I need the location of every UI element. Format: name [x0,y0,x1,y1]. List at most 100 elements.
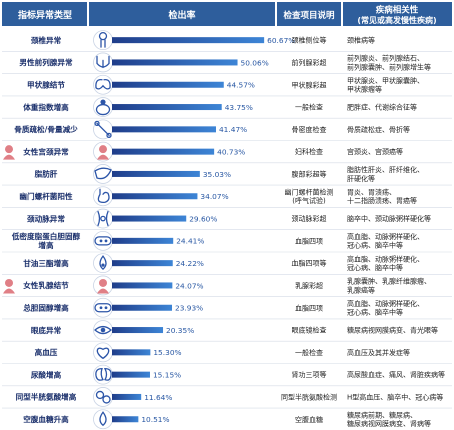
row-label: 总胆固醇增高 [23,302,69,312]
row-item: 妇科检查 [295,147,323,156]
table-row: 眼底异常 20.35% 眼底镜检查 糖尿病视网膜病变、青光眼等 [2,320,452,342]
bar-value-label: 44.57% [227,81,255,90]
vessel-icon [93,230,113,251]
table-row: 甘油三酯增高 24.22% 血脂四项等 高血脂、动脉粥样硬化、冠心病、脑卒中等 [2,253,452,275]
row-disease: 肥胖症、代谢综合征等 [347,103,417,112]
row-label: 幽门螺杆菌阳性 [19,191,73,201]
bar-value-label: 15.30% [153,348,181,357]
table-row: 低密度脂蛋白胆固醇增高 24.41% 血脂四项 高血脂、动脉粥样硬化、冠心病、脑卒中等 [2,230,452,253]
bar-value-label: 43.75% [225,103,253,112]
bar-value-label: 41.47% [219,125,247,134]
bar-value-label: 29.60% [189,214,217,223]
row-label: 同型半胱氨酸增高 [16,392,77,402]
table-row: 体重指数增高 43.75% 一般检查 肥胖症、代谢综合征等 [2,97,452,119]
eye-icon [93,320,113,340]
bar [112,37,265,44]
header-item: 检查项目说明 [283,10,335,21]
table-row: 高血压 15.30% 一般检查 高血压及其并发症等 [2,342,452,364]
row-disease: 糖尿病前期、糖尿病、糖尿病视网膜病变、肾病等 [347,410,431,428]
bar-value-label: 60.67% [267,36,295,45]
bar-value-label: 24.22% [176,259,204,268]
bar [112,304,173,311]
heart-icon [93,342,113,363]
row-label: 体重指数增高 [23,102,69,112]
header-cell-disease [343,2,452,26]
header-rate: 检出率 [168,9,195,21]
row-item: 颈椎侧位等 [292,36,327,45]
bar-value-label: 20.35% [166,326,194,335]
row-disease: 高血脂、动脉粥样硬化、冠心病、脑卒中等 [347,254,424,272]
female-icon [93,141,113,162]
row-disease: 高血压及其并发症等 [347,348,410,357]
row-disease: 高血脂、动脉粥样硬化、冠心病、脑卒中等 [347,299,424,317]
row-label: 女性乳腺结节 [23,280,69,290]
stomach-icon [93,186,113,207]
bar-value-label: 24.07% [175,281,203,290]
row-disease: 前列腺炎、前列腺结石、前列腺囊肿、前列腺增生等 [347,54,431,72]
bar [112,416,139,423]
neck-icon [93,30,113,51]
row-item: 同型半胱氨酸检测 [281,392,337,401]
row-disease: 胃炎、胃溃疡、十二指肠溃疡、胃癌等 [347,187,417,205]
bar [112,349,151,356]
bar [112,126,216,133]
bar-value-label: 11.64% [144,393,172,402]
row-item: 颈动脉彩超 [292,214,327,223]
blood-cells-icon [93,387,113,407]
header-disease-line1: 疾病相关性 [376,5,419,16]
row-disease: 脂肪性肝炎、肝纤维化、肝硬化等 [347,165,424,183]
row-label: 骨质疏松/骨量减少 [14,124,78,134]
row-item: 肾功三项等 [292,370,327,379]
female-marker-icon [3,145,15,160]
thyroid-icon [93,74,113,95]
row-item: 腹部彩超等 [292,169,327,178]
row-item: 血脂四项 [295,236,323,245]
table-row: 颈动脉异常 29.60% 颈动脉彩超 脑卒中、颈动脉粥样硬化等 [2,208,452,230]
row-label: 颈动脉异常 [27,213,65,223]
bar-value-label: 15.15% [153,370,181,379]
bar-value-label: 40.73% [217,147,245,156]
body-weight-icon [93,97,113,117]
row-disease: 脑卒中、颈动脉粥样硬化等 [347,214,431,223]
row-disease: H型高血压、脑卒中、冠心病等 [347,392,443,401]
row-item: 乳腺彩超 [295,281,323,290]
bar [112,282,173,289]
bar-value-label: 34.07% [200,192,228,201]
kidney-icon [93,364,113,385]
bar [112,104,222,111]
row-label: 眼底异常 [31,325,62,335]
row-label: 尿酸增高 [31,369,62,379]
row-label: 空腹血糖升高 [23,414,69,424]
row-item: 一般检查 [295,103,323,112]
bar [112,327,164,334]
header-disease-line2: (常见或高发慢性疾病) [357,15,436,25]
blood-drop-icon [93,409,113,430]
row-disease: 骨质疏松症、骨折等 [347,125,410,134]
row-label: 女性宫颈异常 [23,146,69,156]
bar-value-label: 50.06% [241,58,269,67]
bar-value-label: 24.41% [176,237,204,246]
row-item: 眼底镜检查 [292,326,327,335]
female-icon [93,275,113,296]
row-item: 甲状腺彩超 [292,80,327,89]
female-marker-icon [3,278,15,294]
row-disease: 甲状腺炎、甲状腺囊肿、甲状腺瘤等 [347,76,424,94]
table-row: 甲状腺结节 44.57% 甲状腺彩超 甲状腺炎、甲状腺囊肿、甲状腺瘤等 [2,74,452,97]
table-row: 颈椎异常 60.67%颈椎侧位等 颈椎病等 [2,30,452,52]
row-label: 男性前列腺异常 [19,57,73,67]
row-label: 颈椎异常 [31,35,62,45]
row-item: 前列腺彩超 [292,58,327,67]
bar [112,81,224,88]
table-row: 男性前列腺异常 50.06% 前列腺彩超 前列腺炎、前列腺结石、前列腺囊肿、前列腺增生… [2,52,452,74]
row-item: 血脂四项 [295,303,323,312]
row-disease: 宫颈炎、宫颈癌等 [347,147,403,156]
prostate-icon [93,52,113,73]
header-indicator: 指标异常类型 [18,9,72,21]
liver-icon [93,164,113,184]
bone-joint-icon [93,119,113,140]
artery-icon [93,208,113,229]
bar [112,170,200,177]
row-item: 血脂四项等 [292,259,327,268]
